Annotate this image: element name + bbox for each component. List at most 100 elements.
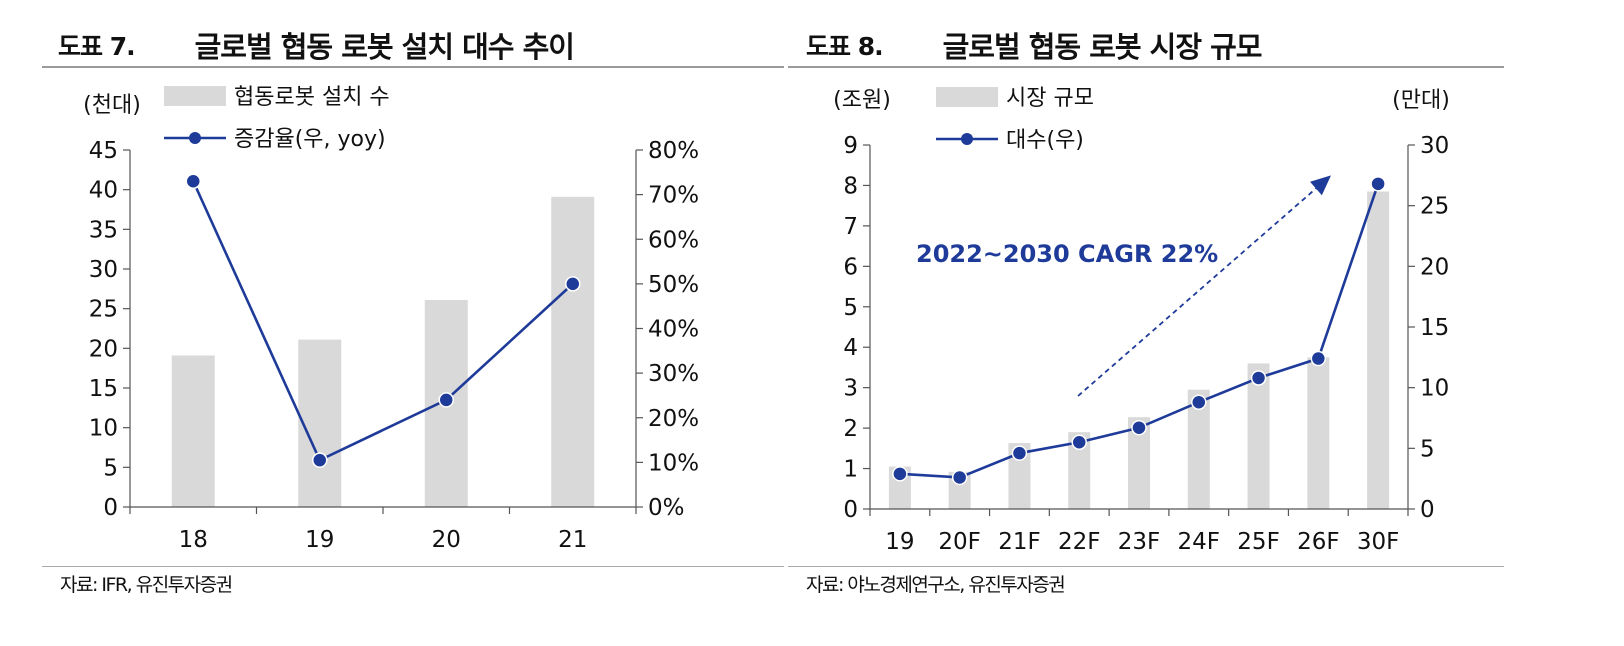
x-tick-label: 25F (1237, 529, 1280, 555)
legend-line-label: 대수(우) (1006, 128, 1084, 153)
x-tick-label: 23F (1118, 529, 1161, 555)
trend-arrow-head (1310, 175, 1332, 196)
right-tick-label: 25 (1420, 194, 1449, 220)
bar-21F (1008, 443, 1031, 509)
left-tick-label: 7 (843, 214, 858, 240)
right-figure-title: 글로벌 협동 로봇 시장 규모 (942, 30, 1263, 64)
left-figure-title: 글로벌 협동 로봇 설치 대수 추이 (194, 30, 575, 64)
left-figure: 도표 7. 글로벌 협동 로봇 설치 대수 추이 45 40 35 30 25 20 15 1… (0, 0, 800, 646)
legend-bar-swatch (164, 86, 226, 106)
bar-24F (1187, 389, 1210, 509)
bar-26F (1307, 357, 1330, 509)
right-tick-label: 0% (648, 495, 685, 521)
line-point-19 (892, 466, 908, 482)
left-tick-label: 0 (843, 497, 858, 523)
left-tick-label: 8 (843, 173, 858, 199)
cagr-annotation: 2022~2030 CAGR 22% (916, 240, 1218, 268)
x-tick-label: 20F (938, 529, 981, 555)
line-point-30F (1370, 176, 1386, 192)
x-tick-label: 19 (305, 527, 334, 553)
left-tick-label: 5 (843, 295, 858, 321)
bar-25F (1247, 363, 1270, 509)
left-tick-label: 45 (89, 138, 118, 164)
right-figure-number: 도표 8. (806, 32, 884, 61)
left-figure-number: 도표 7. (58, 32, 136, 61)
x-tick-label: 19 (885, 529, 914, 555)
left-tick-label: 25 (89, 297, 118, 323)
left-tick-label: 20 (89, 336, 118, 362)
right-tick-label: 5 (1420, 436, 1435, 462)
right-tick-label: 50% (648, 272, 699, 298)
left-axis-unit: (천대) (83, 93, 141, 118)
line-point-21F (1011, 445, 1028, 461)
left-tick-label: 4 (843, 335, 858, 361)
bar-30F (1367, 191, 1390, 509)
right-tick-label: 80% (648, 138, 699, 164)
legend-line-marker (189, 132, 201, 144)
right-tick-label: 10% (648, 450, 699, 476)
right-tick-label: 20% (648, 406, 699, 432)
legend-line-label: 증감율(우, yoy) (234, 127, 386, 152)
line-point-21 (565, 276, 581, 292)
line-point-19 (312, 452, 328, 468)
x-tick-label: 22F (1058, 529, 1101, 555)
bar-21 (551, 196, 595, 507)
line-point-20F (951, 469, 968, 486)
right-footer-rule (788, 566, 1504, 567)
right-source-note: 자료: 야노경제연구소, 유진투자증권 (806, 574, 1066, 596)
right-tick-label: 60% (648, 227, 699, 253)
left-tick-label: 35 (89, 217, 118, 243)
x-tick-label: 18 (179, 527, 208, 553)
right-tick-label: 10 (1420, 376, 1449, 402)
x-tick-label: 26F (1297, 529, 1340, 555)
x-tick-label: 21 (558, 527, 587, 553)
right-figure: 도표 8. 글로벌 협동 로봇 시장 규모 9 8 7 6 5 4 3 2 1 0 30 25 20 15… (788, 0, 1624, 646)
line-point-23F (1131, 419, 1147, 436)
line-point-25F (1250, 370, 1267, 386)
right-tick-label: 70% (648, 183, 699, 209)
right-tick-label: 40% (648, 317, 699, 343)
bar-18 (171, 355, 215, 507)
x-tick-label: 20 (432, 527, 461, 553)
legend-bar-label: 협동로봇 설치 수 (234, 85, 390, 110)
right-tick-label: 0 (1420, 497, 1435, 523)
line-point-20 (438, 392, 454, 408)
right-axis-unit: (만대) (1392, 88, 1450, 113)
right-tick-label: 30% (648, 361, 699, 387)
right-figure-header: 도표 8. 글로벌 협동 로봇 시장 규모 (806, 28, 1262, 64)
left-source-note: 자료: IFR, 유진투자증권 (60, 574, 233, 596)
right-tick-label: 30 (1420, 133, 1449, 159)
x-tick-label: 24F (1178, 529, 1221, 555)
legend-line-marker (961, 133, 973, 145)
line-point-22F (1071, 434, 1087, 451)
legend-bar-label: 시장 규모 (1006, 86, 1094, 111)
bar-23F (1128, 417, 1150, 509)
left-chart: 45 40 35 30 25 20 15 10 5 0 80% 70% 60% 50% 40% 30% 20% 1… (83, 85, 699, 553)
left-tick-label: 2 (843, 416, 858, 442)
bar-22F (1068, 432, 1091, 509)
left-tick-label: 6 (843, 254, 858, 280)
left-tick-label: 1 (843, 457, 858, 483)
left-tick-label: 0 (103, 495, 118, 521)
right-tick-label: 15 (1420, 315, 1449, 341)
left-tick-label: 9 (843, 133, 858, 159)
left-header-rule (42, 66, 784, 68)
left-tick-label: 15 (89, 376, 118, 402)
line-point-18 (185, 173, 201, 189)
left-footer-rule (42, 566, 784, 567)
x-tick-label: 21F (998, 529, 1041, 555)
left-tick-label: 3 (843, 376, 858, 402)
left-axis-unit: (조원) (833, 88, 891, 113)
legend-bar-swatch (936, 87, 998, 107)
line-series-path (192, 180, 574, 462)
right-header-rule (788, 66, 1504, 68)
left-tick-label: 10 (89, 416, 118, 442)
line-point-24F (1191, 394, 1207, 410)
x-tick-label: 30F (1357, 529, 1400, 555)
left-tick-label: 5 (103, 455, 118, 481)
left-tick-label: 30 (89, 257, 118, 283)
bar-19 (298, 339, 342, 507)
left-figure-header: 도표 7. 글로벌 협동 로봇 설치 대수 추이 (58, 28, 575, 64)
left-tick-label: 40 (89, 178, 118, 204)
